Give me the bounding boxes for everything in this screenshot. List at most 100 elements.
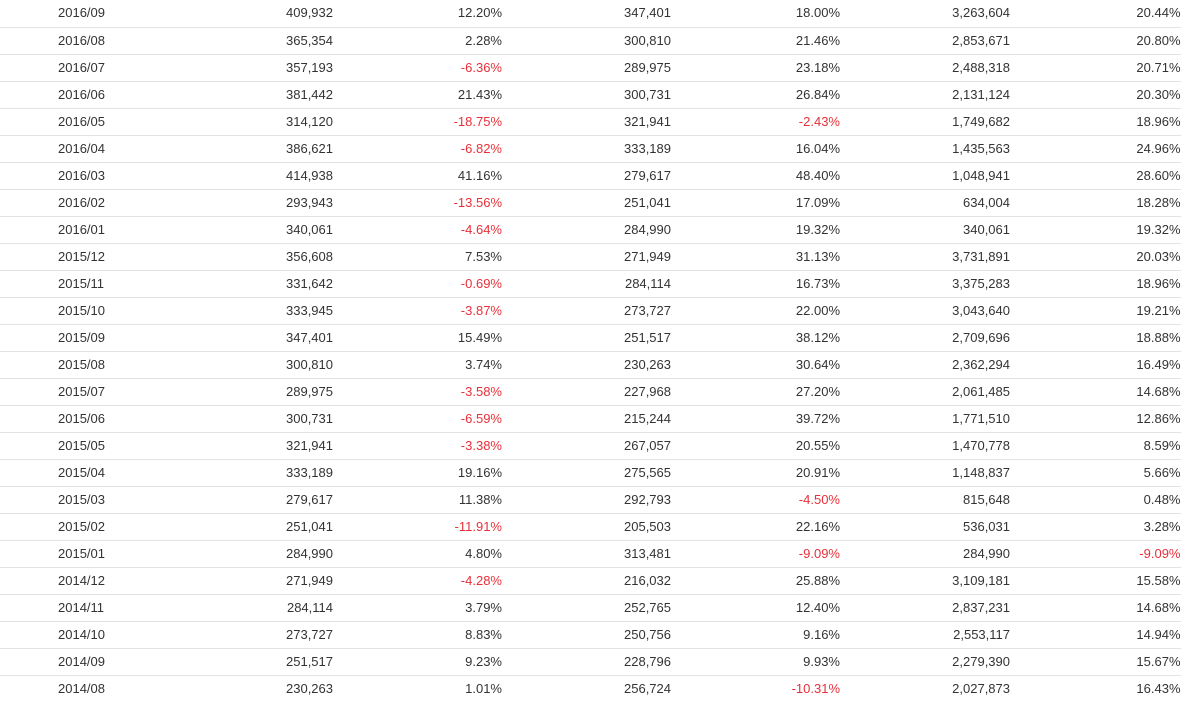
cumulative-value-cell: 1,470,778: [840, 431, 1010, 459]
value-cell: 271,949: [170, 566, 333, 594]
value-cell: 321,941: [502, 107, 671, 135]
period-cell: 2016/08: [0, 26, 170, 54]
value-cell: 289,975: [502, 53, 671, 81]
value-cell: 251,517: [502, 323, 671, 351]
change-percent-cell: -4.50%: [671, 485, 840, 513]
value-cell: 289,975: [170, 377, 333, 405]
change-percent-cell: -18.75%: [333, 107, 502, 135]
cumulative-percent-cell: 16.43%: [1010, 674, 1181, 702]
table-row: 2014/08 230,263 1.01% 256,724 -10.31% 2,027,8…: [0, 674, 1181, 702]
value-cell: 273,727: [170, 620, 333, 648]
change-percent-cell: 26.84%: [671, 80, 840, 108]
table-row: 2015/04 333,189 19.16% 275,565 20.91% 1,148,8…: [0, 458, 1181, 486]
cumulative-value-cell: 3,375,283: [840, 269, 1010, 297]
change-percent-cell: -6.36%: [333, 53, 502, 81]
value-cell: 333,189: [502, 134, 671, 162]
table-row: 2015/06 300,731 -6.59% 215,244 39.72% 1,771,5…: [0, 404, 1181, 432]
change-percent-cell: 16.73%: [671, 269, 840, 297]
cumulative-percent-cell: 20.03%: [1010, 242, 1181, 270]
change-percent-cell: -0.69%: [333, 269, 502, 297]
value-cell: 205,503: [502, 512, 671, 540]
change-percent-cell: 31.13%: [671, 242, 840, 270]
table-row: 2014/12 271,949 -4.28% 216,032 25.88% 3,109,1…: [0, 566, 1181, 594]
value-cell: 251,041: [170, 512, 333, 540]
value-cell: 215,244: [502, 404, 671, 432]
value-cell: 228,796: [502, 647, 671, 675]
value-cell: 321,941: [170, 431, 333, 459]
value-cell: 313,481: [502, 539, 671, 567]
value-cell: 333,189: [170, 458, 333, 486]
cumulative-value-cell: 1,435,563: [840, 134, 1010, 162]
value-cell: 300,810: [502, 26, 671, 54]
cumulative-value-cell: 284,990: [840, 539, 1010, 567]
cumulative-percent-cell: 20.44%: [1010, 0, 1181, 27]
change-percent-cell: 12.40%: [671, 593, 840, 621]
value-cell: 300,731: [170, 404, 333, 432]
change-percent-cell: -11.91%: [333, 512, 502, 540]
value-cell: 252,765: [502, 593, 671, 621]
table-row: 2016/05 314,120 -18.75% 321,941 -2.43% 1,749,…: [0, 107, 1181, 135]
cumulative-value-cell: 1,148,837: [840, 458, 1010, 486]
cumulative-value-cell: 815,648: [840, 485, 1010, 513]
change-percent-cell: -9.09%: [671, 539, 840, 567]
change-percent-cell: 9.16%: [671, 620, 840, 648]
value-cell: 292,793: [502, 485, 671, 513]
change-percent-cell: 9.93%: [671, 647, 840, 675]
change-percent-cell: -3.38%: [333, 431, 502, 459]
value-cell: 284,114: [502, 269, 671, 297]
value-cell: 256,724: [502, 674, 671, 702]
change-percent-cell: 18.00%: [795, 5, 840, 21]
change-percent-cell: -2.43%: [671, 107, 840, 135]
cumulative-value-cell: 340,061: [840, 215, 1010, 243]
cumulative-percent-cell: 5.66%: [1010, 458, 1181, 486]
change-percent-cell: 4.80%: [333, 539, 502, 567]
value-cell: 300,731: [502, 80, 671, 108]
period-cell: 2015/11: [0, 269, 170, 297]
table-row: 2015/02 251,041 -11.91% 205,503 22.16% 536,03…: [0, 512, 1181, 540]
table-row: 2015/08 300,810 3.74% 230,263 30.64% 2,362,29…: [0, 350, 1181, 378]
value-cell: 267,057: [502, 431, 671, 459]
cumulative-percent-cell: 18.96%: [1010, 107, 1181, 135]
cumulative-value-cell: 2,061,485: [840, 377, 1010, 405]
value-cell: 251,041: [502, 188, 671, 216]
cumulative-value-cell: 1,749,682: [840, 107, 1010, 135]
change-percent-cell: -3.87%: [333, 296, 502, 324]
period-cell: 2016/02: [0, 188, 170, 216]
value-cell: 300,810: [170, 350, 333, 378]
period-cell: 2016/04: [0, 134, 170, 162]
cumulative-percent-cell: 18.28%: [1010, 188, 1181, 216]
cumulative-value-cell: 3,263,604: [952, 5, 1010, 21]
cumulative-percent-cell: 19.32%: [1010, 215, 1181, 243]
value-cell: 275,565: [502, 458, 671, 486]
period-cell: 2016/06: [0, 80, 170, 108]
value-cell: 386,621: [170, 134, 333, 162]
period-cell: 2016/01: [0, 215, 170, 243]
table-row: 2015/03 279,617 11.38% 292,793 -4.50% 815,648…: [0, 485, 1181, 513]
period-cell: 2015/05: [0, 431, 170, 459]
change-percent-cell: 11.38%: [333, 485, 502, 513]
period-cell: 2015/12: [0, 242, 170, 270]
cumulative-value-cell: 3,109,181: [840, 566, 1010, 594]
cumulative-value-cell: 2,837,231: [840, 593, 1010, 621]
value-cell: 347,401: [170, 323, 333, 351]
period-cell: 2016/09: [58, 5, 105, 21]
change-percent-cell: 21.46%: [671, 26, 840, 54]
table-row: 2015/05 321,941 -3.38% 267,057 20.55% 1,470,7…: [0, 431, 1181, 459]
table-row: 2015/11 331,642 -0.69% 284,114 16.73% 3,375,2…: [0, 269, 1181, 297]
cumulative-value-cell: 2,279,390: [840, 647, 1010, 675]
cumulative-value-cell: 2,362,294: [840, 350, 1010, 378]
table-row: 2016/02 293,943 -13.56% 251,041 17.09% 634,00…: [0, 188, 1181, 216]
cumulative-value-cell: 2,853,671: [840, 26, 1010, 54]
change-percent-cell: 25.88%: [671, 566, 840, 594]
change-percent-cell: 30.64%: [671, 350, 840, 378]
value-cell: 293,943: [170, 188, 333, 216]
cumulative-value-cell: 2,488,318: [840, 53, 1010, 81]
table-row: 2016/01 340,061 -4.64% 284,990 19.32% 340,061…: [0, 215, 1181, 243]
cumulative-percent-cell: 18.88%: [1010, 323, 1181, 351]
period-cell: 2015/08: [0, 350, 170, 378]
period-cell: 2014/08: [0, 674, 170, 702]
period-cell: 2015/01: [0, 539, 170, 567]
value-cell: 271,949: [502, 242, 671, 270]
cumulative-value-cell: 2,709,696: [840, 323, 1010, 351]
table-row: 2014/10 273,727 8.83% 250,756 9.16% 2,553,117…: [0, 620, 1181, 648]
